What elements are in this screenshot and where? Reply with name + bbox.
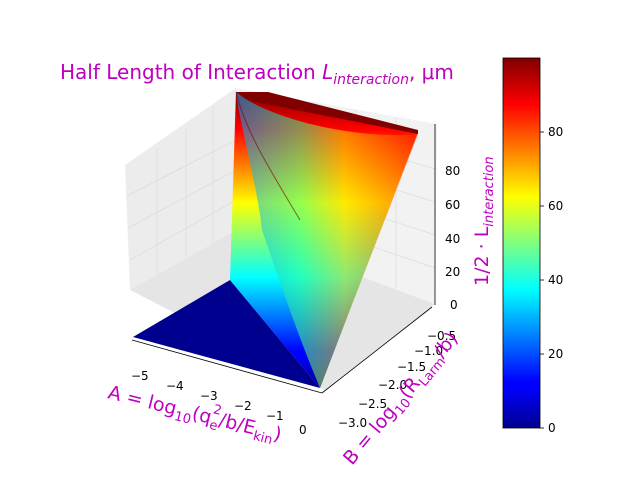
chart-title: Half Length of Interaction Linteraction,… <box>60 60 454 88</box>
surface-curve <box>236 92 418 388</box>
colorbar-tick-label: 20 <box>548 347 563 361</box>
y-tick-label: −2.0 <box>378 378 407 392</box>
colorbar-ticks: 0 20 40 60 80 <box>540 125 563 435</box>
y-tick-label: −1.5 <box>397 360 426 374</box>
colorbar-tick-label: 0 <box>548 421 556 435</box>
colorbar-tick-label: 60 <box>548 199 563 213</box>
y-tick-label: −1.0 <box>414 344 443 358</box>
surface-lip <box>236 92 418 134</box>
z-tick-label: 60 <box>445 198 460 212</box>
colorbar-tick-label: 40 <box>548 273 563 287</box>
x-tick-label: −3 <box>200 389 218 403</box>
z-tick-label: 80 <box>445 164 460 178</box>
surface-ridge <box>235 91 301 221</box>
colorbar-tick-label: 80 <box>548 125 563 139</box>
x-tick-label: −4 <box>166 379 184 393</box>
z-tick-label: 0 <box>450 298 458 312</box>
x-axis-line <box>131 339 323 394</box>
x-axis-label: A = log10(qe2/b/Ekin) <box>105 377 285 450</box>
z-axis: 0 20 40 60 80 1/2 · Linteraction <box>434 124 497 312</box>
colorbar: 0 20 40 60 80 <box>502 57 563 435</box>
surface-floor <box>133 280 320 388</box>
surface-plot <box>133 91 418 388</box>
x-tick-label: −5 <box>131 369 149 383</box>
colorbar-gradient <box>502 57 541 429</box>
z-tick-label: 20 <box>445 265 460 279</box>
y-tick-label: −3.0 <box>338 416 367 430</box>
x-tick-label: 0 <box>299 423 307 437</box>
y-tick-label: −0.5 <box>427 329 456 343</box>
x-tick-label: −1 <box>266 409 284 423</box>
x-tick-label: −2 <box>234 399 252 413</box>
y-tick-label: −2.5 <box>358 397 387 411</box>
z-tick-label: 40 <box>445 232 460 246</box>
back-pane-left <box>125 88 236 290</box>
z-axis-label: 1/2 · Linteraction <box>471 156 497 286</box>
y-axis-line <box>321 306 433 394</box>
